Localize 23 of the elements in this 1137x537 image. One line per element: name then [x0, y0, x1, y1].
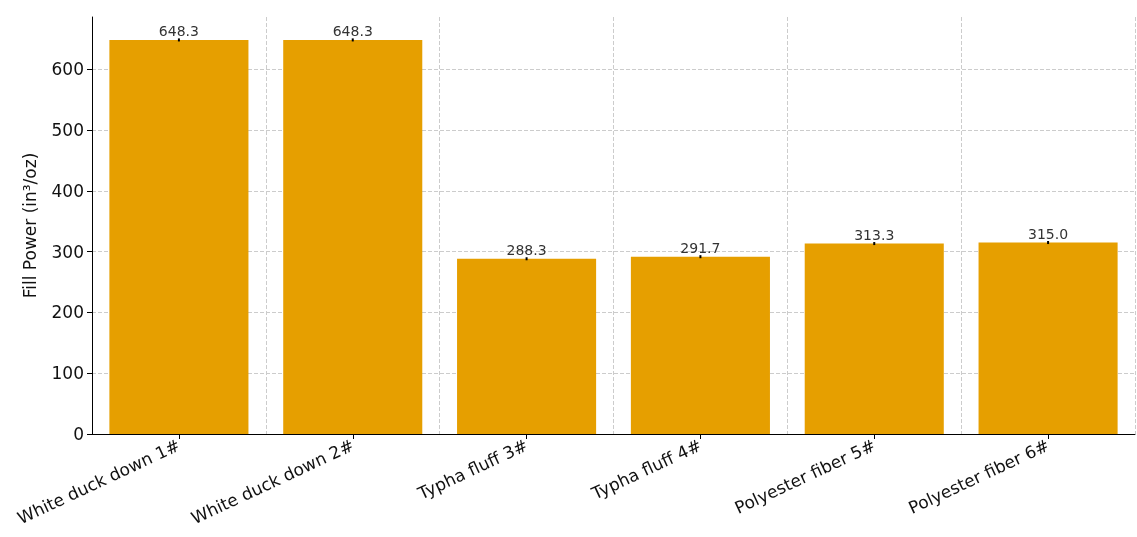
x-tick-label: Typha fluff 4# — [587, 434, 705, 504]
data-label: 648.3 — [332, 22, 373, 39]
y-tick-label: 400 — [51, 180, 84, 201]
bar — [978, 242, 1118, 434]
y-tick-label: 300 — [51, 241, 84, 262]
y-axis-title: Fill Power (in³/oz) — [19, 152, 40, 299]
x-tick-label: White duck down 2# — [187, 434, 357, 529]
data-label: 315.0 — [1028, 225, 1069, 242]
data-label: 648.3 — [158, 22, 199, 39]
bar — [630, 256, 770, 434]
bar — [804, 243, 944, 434]
y-tick-label: 100 — [51, 363, 84, 384]
data-label: 288.3 — [506, 241, 547, 258]
y-tick-label: 0 — [73, 424, 84, 444]
y-tick-label: 500 — [51, 120, 84, 141]
data-label: 291.7 — [680, 239, 721, 256]
bar — [283, 39, 423, 434]
x-tick-label: Typha fluff 3# — [413, 434, 531, 504]
y-tick-label: 600 — [51, 59, 84, 80]
y-tick-label: 200 — [51, 302, 84, 323]
bar — [457, 258, 597, 434]
bar — [109, 39, 249, 434]
data-label: 313.3 — [854, 226, 895, 243]
